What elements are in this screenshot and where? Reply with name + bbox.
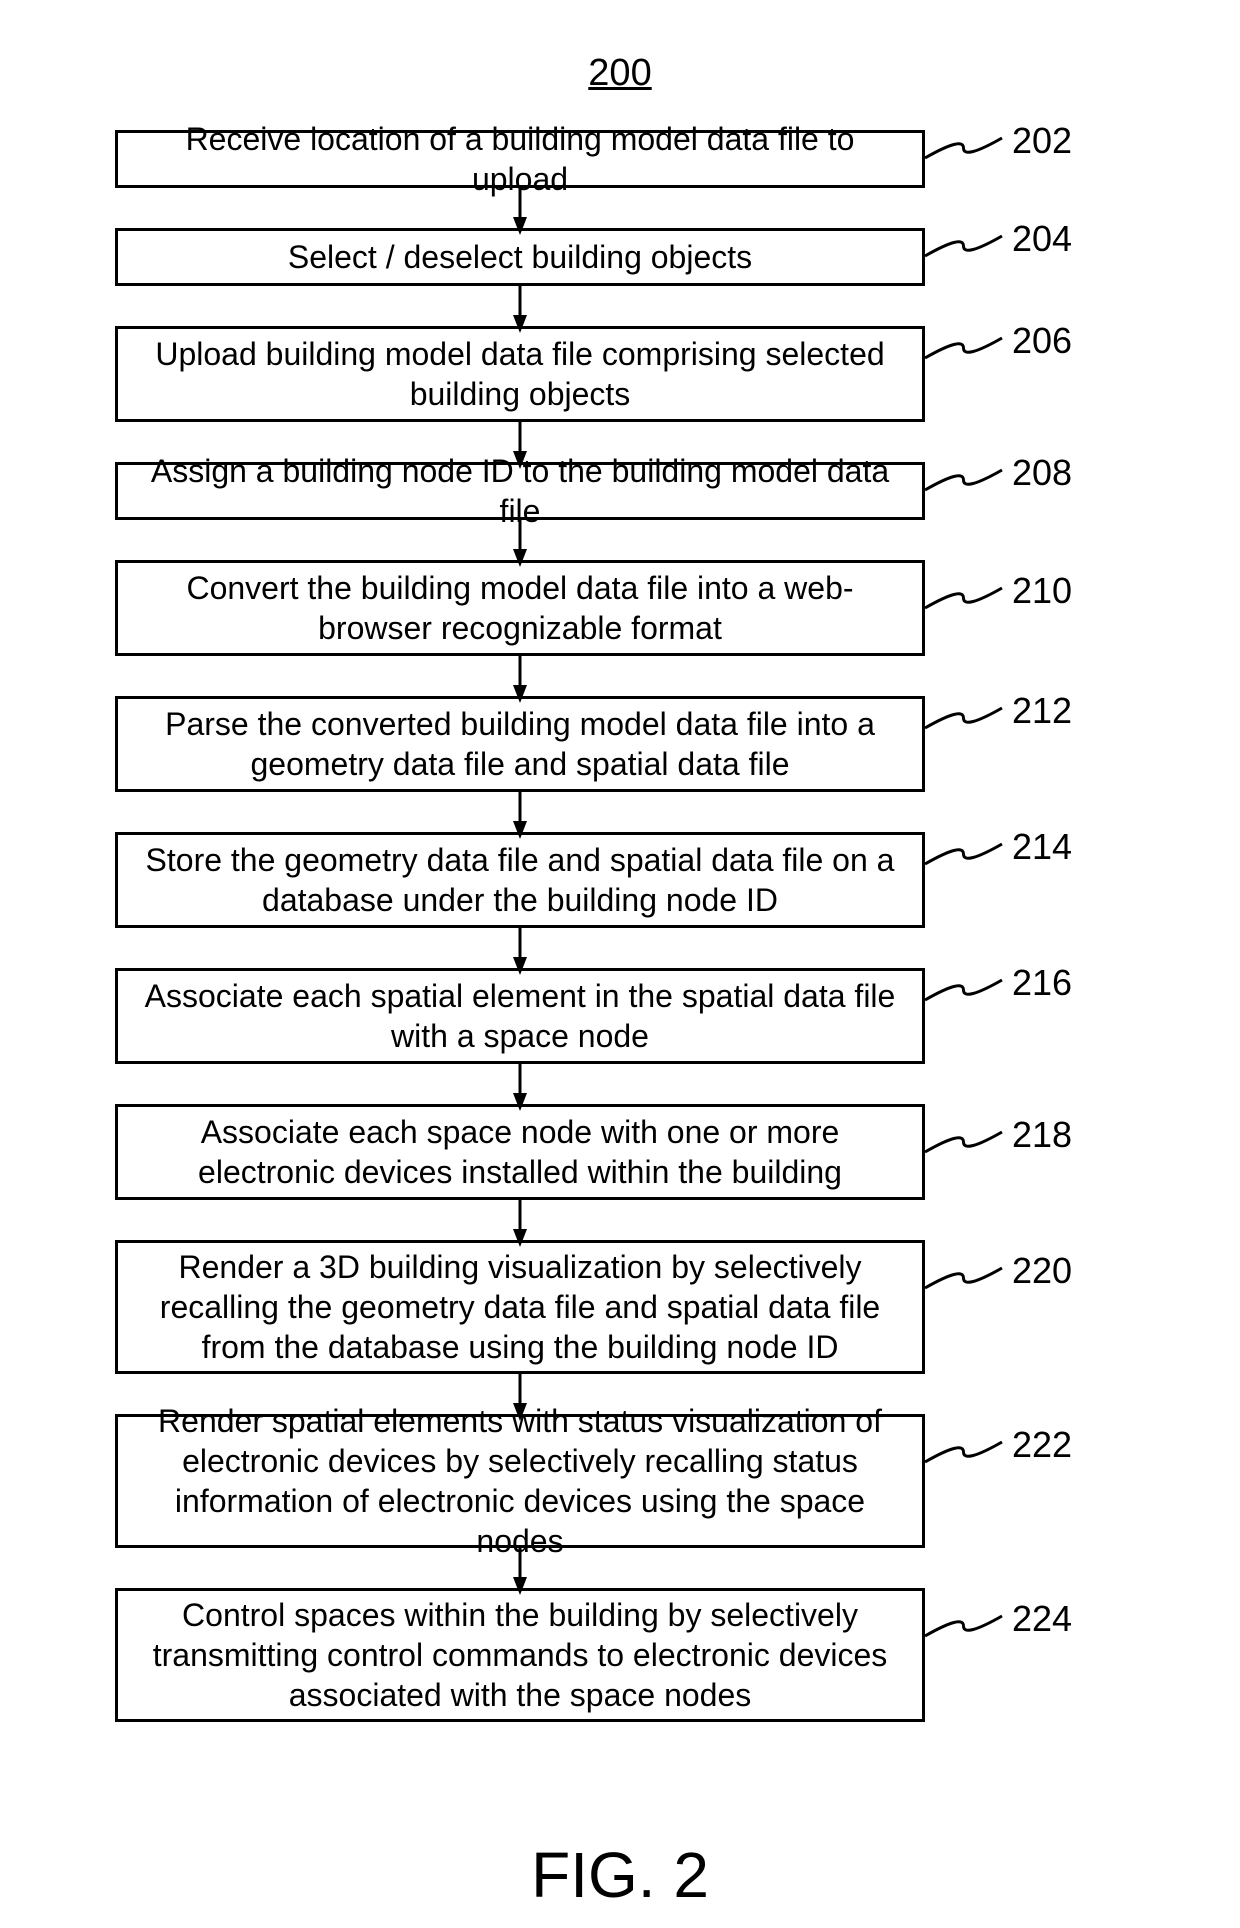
ref-label-210: 210	[1012, 570, 1072, 612]
step-text: Store the geometry data file and spatial…	[138, 840, 902, 920]
ref-label-204: 204	[1012, 218, 1072, 260]
leader-214	[925, 844, 1002, 864]
step-text: Select / deselect building objects	[288, 237, 752, 277]
ref-label-216: 216	[1012, 962, 1072, 1004]
step-box-210: Convert the building model data file int…	[115, 560, 925, 656]
diagram-number: 200	[588, 52, 651, 95]
step-text: Render spatial elements with status visu…	[138, 1401, 902, 1561]
ref-label-218: 218	[1012, 1114, 1072, 1156]
ref-label-202: 202	[1012, 120, 1072, 162]
step-text: Associate each spatial element in the sp…	[138, 976, 902, 1056]
step-text: Associate each space node with one or mo…	[138, 1112, 902, 1192]
step-box-214: Store the geometry data file and spatial…	[115, 832, 925, 928]
step-text: Receive location of a building model dat…	[138, 119, 902, 199]
leader-206	[925, 338, 1002, 358]
leader-212	[925, 708, 1002, 728]
step-box-222: Render spatial elements with status visu…	[115, 1414, 925, 1548]
ref-label-212: 212	[1012, 690, 1072, 732]
leader-204	[925, 236, 1002, 256]
ref-label-224: 224	[1012, 1598, 1072, 1640]
step-box-224: Control spaces within the building by se…	[115, 1588, 925, 1722]
step-text: Assign a building node ID to the buildin…	[138, 451, 902, 531]
leader-222	[925, 1442, 1002, 1462]
step-box-216: Associate each spatial element in the sp…	[115, 968, 925, 1064]
step-text: Upload building model data file comprisi…	[138, 334, 902, 414]
step-box-208: Assign a building node ID to the buildin…	[115, 462, 925, 520]
leader-224	[925, 1616, 1002, 1636]
ref-label-208: 208	[1012, 452, 1072, 494]
figure-caption: FIG. 2	[531, 1838, 709, 1912]
ref-label-220: 220	[1012, 1250, 1072, 1292]
ref-label-206: 206	[1012, 320, 1072, 362]
leader-208	[925, 470, 1002, 490]
step-box-218: Associate each space node with one or mo…	[115, 1104, 925, 1200]
step-text: Parse the converted building model data …	[138, 704, 902, 784]
step-text: Control spaces within the building by se…	[138, 1595, 902, 1715]
flowchart-page: 200 Receive location of a building model…	[0, 0, 1240, 1928]
step-text: Render a 3D building visualization by se…	[138, 1247, 902, 1367]
ref-label-222: 222	[1012, 1424, 1072, 1466]
leader-220	[925, 1268, 1002, 1288]
step-box-220: Render a 3D building visualization by se…	[115, 1240, 925, 1374]
step-box-202: Receive location of a building model dat…	[115, 130, 925, 188]
step-box-204: Select / deselect building objects	[115, 228, 925, 286]
leader-218	[925, 1132, 1002, 1152]
leader-202	[925, 138, 1002, 158]
step-text: Convert the building model data file int…	[138, 568, 902, 648]
step-box-206: Upload building model data file comprisi…	[115, 326, 925, 422]
leader-216	[925, 980, 1002, 1000]
step-box-212: Parse the converted building model data …	[115, 696, 925, 792]
ref-label-214: 214	[1012, 826, 1072, 868]
leader-210	[925, 588, 1002, 608]
